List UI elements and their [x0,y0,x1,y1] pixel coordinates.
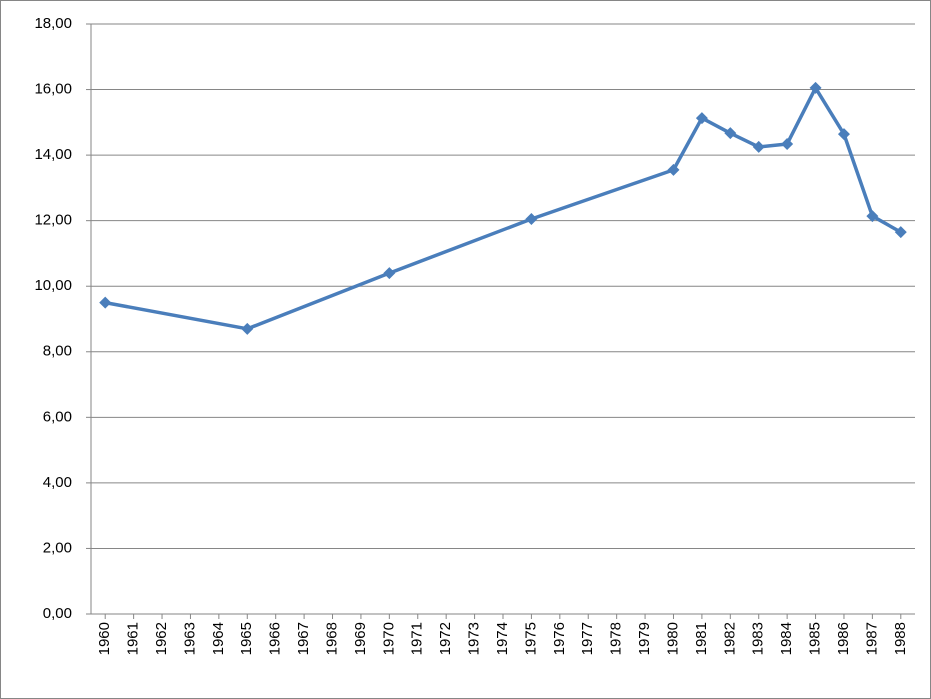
y-tick-label: 10,00 [34,277,72,294]
x-tick-label: 1981 [693,622,710,655]
data-point [525,213,538,226]
x-tick-label: 1962 [153,622,170,655]
x-tick-label: 1976 [551,622,568,655]
x-tick-label: 1960 [96,622,113,655]
y-tick-label: 18,00 [34,15,72,32]
x-tick-label: 1973 [466,622,483,655]
data-point [837,128,850,141]
y-tick-label: 16,00 [34,81,72,98]
x-tick-label: 1986 [835,622,852,655]
data-point [724,127,737,140]
data-point [866,210,879,223]
y-tick-label: 12,00 [34,212,72,229]
x-tick-label: 1977 [579,622,596,655]
x-tick-label: 1972 [437,622,454,655]
x-tick-label: 1966 [267,622,284,655]
x-tick-label: 1980 [664,622,681,655]
x-tick-label: 1967 [295,622,312,655]
x-tick-label: 1969 [352,622,369,655]
x-tick-label: 1963 [181,622,198,655]
x-tick-label: 1983 [750,622,767,655]
x-tick-label: 1961 [125,622,142,655]
y-tick-label: 14,00 [34,146,72,163]
x-tick-label: 1982 [721,622,738,655]
x-tick-label: 1988 [892,622,909,655]
data-point [809,81,822,94]
data-point [241,322,254,335]
data-point [781,137,794,150]
x-tick-label: 1978 [608,622,625,655]
x-tick-label: 1965 [238,622,255,655]
data-point [99,296,112,309]
data-point [667,163,680,176]
y-tick-label: 8,00 [43,343,72,360]
x-tick-label: 1968 [323,622,340,655]
y-tick-label: 6,00 [43,408,72,425]
x-tick-label: 1974 [494,622,511,655]
data-point [383,267,396,280]
data-point [894,226,907,239]
x-tick-label: 1987 [863,622,880,655]
y-tick-label: 2,00 [43,539,72,556]
x-tick-label: 1970 [380,622,397,655]
x-tick-label: 1979 [636,622,653,655]
data-point [695,112,708,125]
y-tick-label: 0,00 [43,605,72,622]
y-tick-label: 4,00 [43,474,72,491]
x-tick-label: 1984 [778,622,795,655]
x-tick-label: 1985 [807,622,824,655]
x-tick-label: 1971 [409,622,426,655]
data-point [752,140,765,153]
x-tick-label: 1964 [210,622,227,655]
x-tick-label: 1975 [522,622,539,655]
